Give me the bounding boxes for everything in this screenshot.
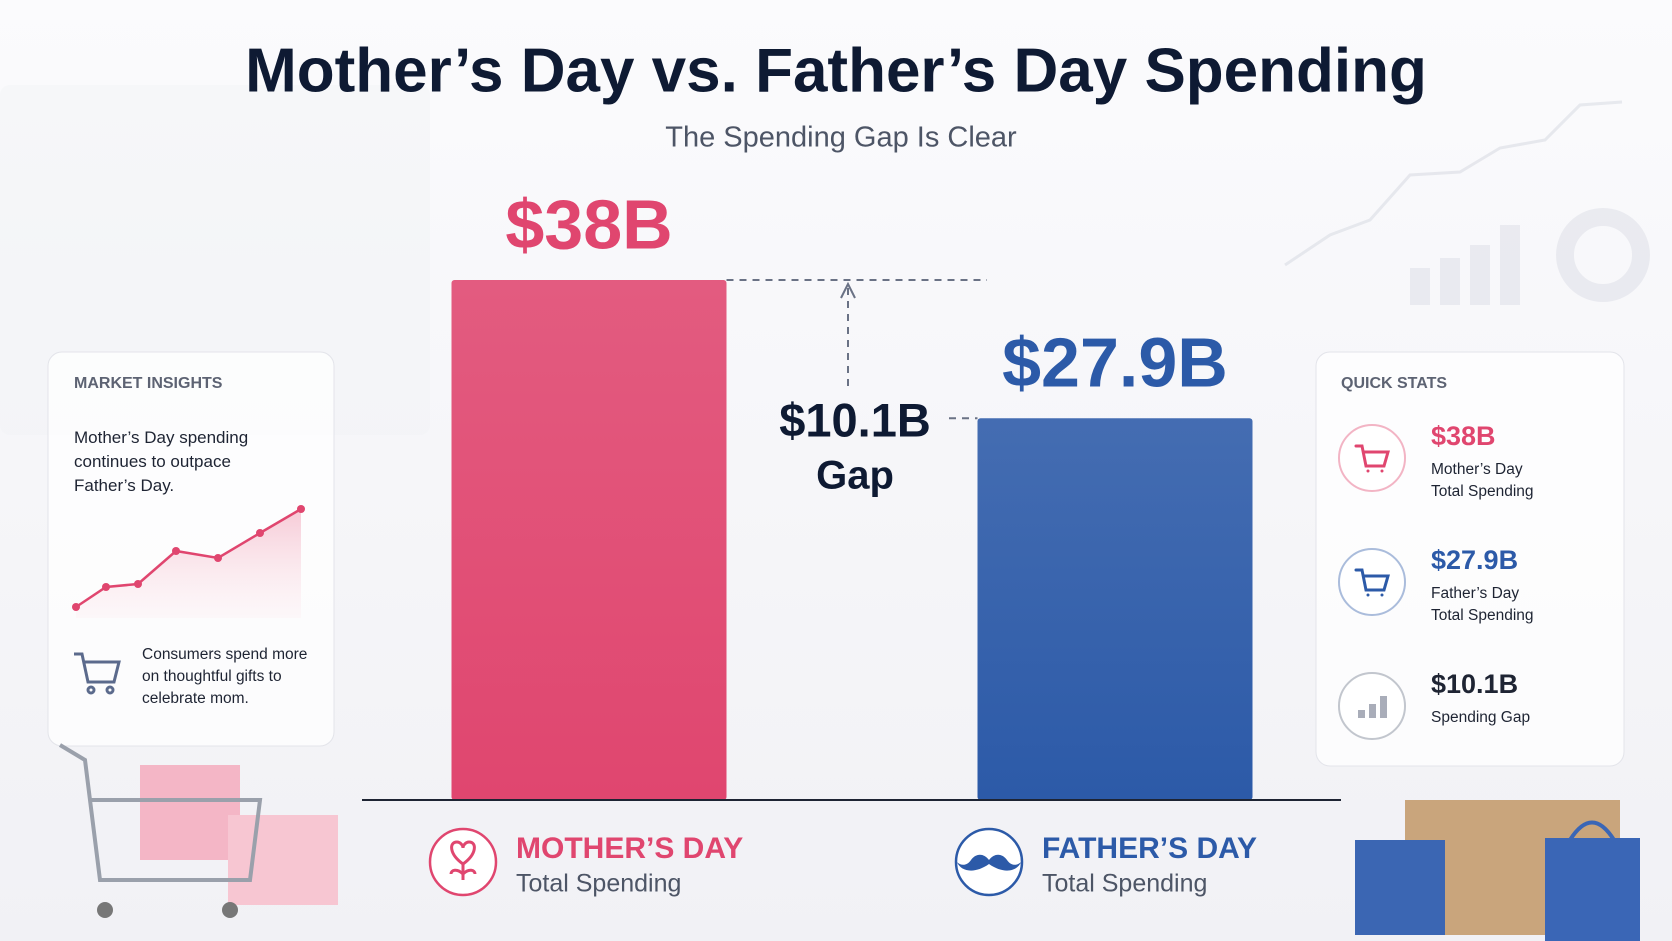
stats-title: QUICK STATS (1341, 375, 1447, 392)
category-subtitle: Total Spending (1042, 870, 1207, 898)
stat-label: Spending Gap (1431, 709, 1530, 726)
background-decoration (0, 85, 1650, 435)
flower-icon (449, 840, 477, 880)
mini-trend-decoration (72, 505, 305, 618)
value-label: $27.9B (1002, 324, 1228, 402)
stat-icon (1338, 424, 1406, 492)
stat-label: Total Spending (1431, 607, 1534, 624)
bar (977, 418, 1253, 800)
insights-text-box: Mother’s Day spending continues to outpa… (74, 428, 249, 495)
stats-list: $38B Mother’s Day Total Spending $27.9B Fath… (1338, 421, 1534, 740)
value-label: $38B (505, 185, 672, 263)
gap-arrowhead (840, 281, 856, 299)
gap-label: $10.1B (779, 393, 931, 446)
bar (451, 280, 727, 800)
stat-label: Mother’s Day (1431, 461, 1523, 478)
category-label: MOTHER’S DAY (516, 832, 743, 865)
insights-title: MARKET INSIGHTS (74, 375, 223, 392)
mustache-icon (957, 854, 1021, 871)
category-subtitle: Total Spending (516, 870, 681, 898)
cart-icon (1354, 444, 1390, 473)
bars-icon (1358, 696, 1387, 718)
stat-icon (1338, 548, 1406, 616)
category-icon (428, 827, 498, 897)
chart-subtitle: The Spending Gap Is Clear (665, 122, 1017, 154)
insights-panel (47, 351, 335, 747)
insights-text: Mother’s Day spending continues to outpa… (74, 428, 249, 495)
gap-text: Gap (816, 454, 894, 498)
category-label: FATHER’S DAY (1042, 832, 1257, 865)
insights-note: Consumers spend more on thoughtful gifts… (142, 646, 308, 707)
insights-note-box: Consumers spend more on thoughtful gifts… (142, 646, 308, 707)
stat-label: Total Spending (1431, 483, 1534, 500)
chart-title: Mother’s Day vs. Father’s Day Spending (245, 36, 1427, 105)
stat-label: Father’s Day (1431, 585, 1519, 602)
stat-value: $10.1B (1431, 669, 1518, 699)
cart-icon (1354, 568, 1390, 597)
shopping-decoration (58, 743, 1640, 941)
stat-value: $38B (1431, 421, 1496, 451)
stat-value: $27.9B (1431, 545, 1518, 575)
cart-icon (74, 652, 121, 695)
